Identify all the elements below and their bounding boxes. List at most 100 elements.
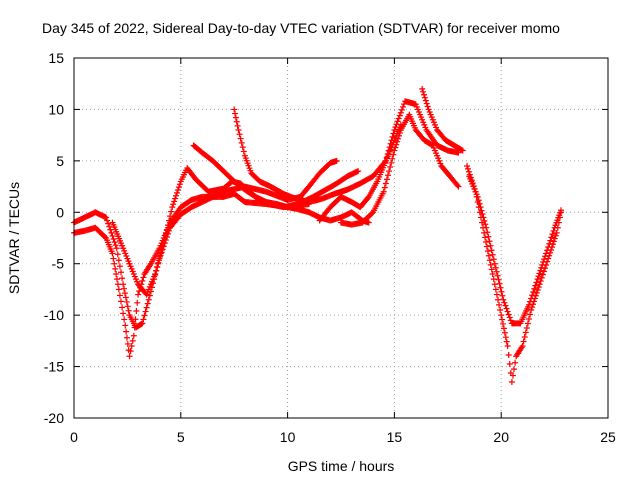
data-point	[115, 286, 122, 293]
data-point	[503, 338, 510, 345]
data-point	[237, 135, 244, 142]
data-point	[545, 244, 552, 250]
data-point	[355, 168, 362, 175]
x-tick-label: 5	[177, 429, 185, 445]
data-point	[497, 284, 504, 291]
y-tick-label: -10	[44, 307, 64, 323]
data-point	[399, 103, 406, 110]
data-point	[108, 229, 115, 236]
data-point	[121, 285, 128, 292]
data-point	[540, 259, 547, 265]
data-point	[550, 227, 557, 234]
data-point	[509, 372, 516, 379]
x-tick-label: 10	[280, 429, 296, 445]
data-point	[532, 282, 539, 289]
data-point	[381, 184, 388, 191]
data-point	[536, 281, 543, 288]
data-point	[525, 301, 532, 308]
data-point	[143, 304, 150, 311]
data-point	[420, 88, 427, 95]
data-point	[392, 144, 399, 151]
data-point	[368, 210, 375, 217]
data-point	[535, 273, 542, 280]
y-tick-label: 10	[48, 101, 64, 117]
data-point	[487, 261, 494, 268]
data-point	[112, 265, 119, 272]
data-point	[155, 257, 162, 264]
series-arc-8	[419, 85, 466, 154]
data-point	[474, 193, 481, 200]
data-point	[110, 236, 117, 243]
data-point	[464, 165, 471, 172]
data-point	[111, 260, 118, 267]
data-point	[421, 94, 428, 101]
data-point	[527, 298, 534, 305]
data-point	[534, 287, 541, 293]
data-point	[105, 220, 112, 227]
data-point	[159, 243, 166, 250]
data-point	[512, 359, 519, 366]
data-point	[166, 217, 173, 224]
data-point	[232, 114, 239, 121]
data-point	[167, 213, 174, 220]
data-point	[170, 201, 177, 208]
data-point	[492, 264, 499, 271]
data-point	[144, 300, 151, 307]
x-tick-label: 0	[70, 429, 78, 445]
data-point	[109, 232, 116, 239]
data-point	[483, 224, 490, 231]
data-point	[380, 188, 387, 195]
data-point	[476, 200, 483, 207]
data-point	[533, 279, 540, 286]
data-point	[521, 334, 528, 340]
data-point	[419, 85, 426, 92]
data-point	[382, 157, 389, 164]
data-point	[550, 238, 557, 245]
data-point	[458, 146, 465, 153]
data-point	[498, 288, 505, 295]
data-point	[396, 112, 403, 119]
data-point	[129, 337, 136, 344]
data-point	[508, 379, 515, 385]
x-tick-label: 15	[387, 429, 403, 445]
data-point	[499, 292, 506, 299]
y-tick-label: 15	[48, 50, 64, 66]
data-point	[496, 280, 503, 287]
data-point	[387, 164, 394, 171]
data-point	[486, 257, 493, 264]
data-point	[132, 316, 139, 323]
data-point	[505, 311, 512, 318]
data-point	[504, 308, 511, 315]
data-point	[498, 312, 505, 319]
data-point	[123, 298, 130, 305]
data-point	[542, 253, 549, 260]
data-point	[113, 245, 120, 252]
data-point	[540, 268, 547, 275]
data-point	[131, 324, 138, 331]
data-point	[544, 247, 551, 254]
data-point	[455, 183, 462, 190]
data-point	[546, 240, 553, 247]
data-point	[538, 274, 545, 281]
data-point	[386, 168, 393, 175]
data-point	[364, 195, 371, 201]
plot-frame	[73, 57, 609, 419]
data-point	[113, 271, 120, 277]
data-point	[115, 257, 122, 264]
data-point	[484, 248, 491, 255]
data-point	[121, 316, 128, 323]
data-point	[106, 223, 113, 230]
data-point	[386, 144, 393, 151]
data-point	[119, 304, 126, 311]
data-point	[520, 338, 527, 345]
data-point	[395, 132, 402, 139]
data-point	[495, 276, 502, 283]
data-point	[422, 97, 429, 104]
data-point	[174, 187, 181, 193]
data-point	[491, 260, 498, 267]
data-point	[480, 214, 487, 221]
series-arc-4	[190, 142, 372, 226]
data-point	[482, 234, 489, 241]
data-point	[174, 189, 181, 196]
